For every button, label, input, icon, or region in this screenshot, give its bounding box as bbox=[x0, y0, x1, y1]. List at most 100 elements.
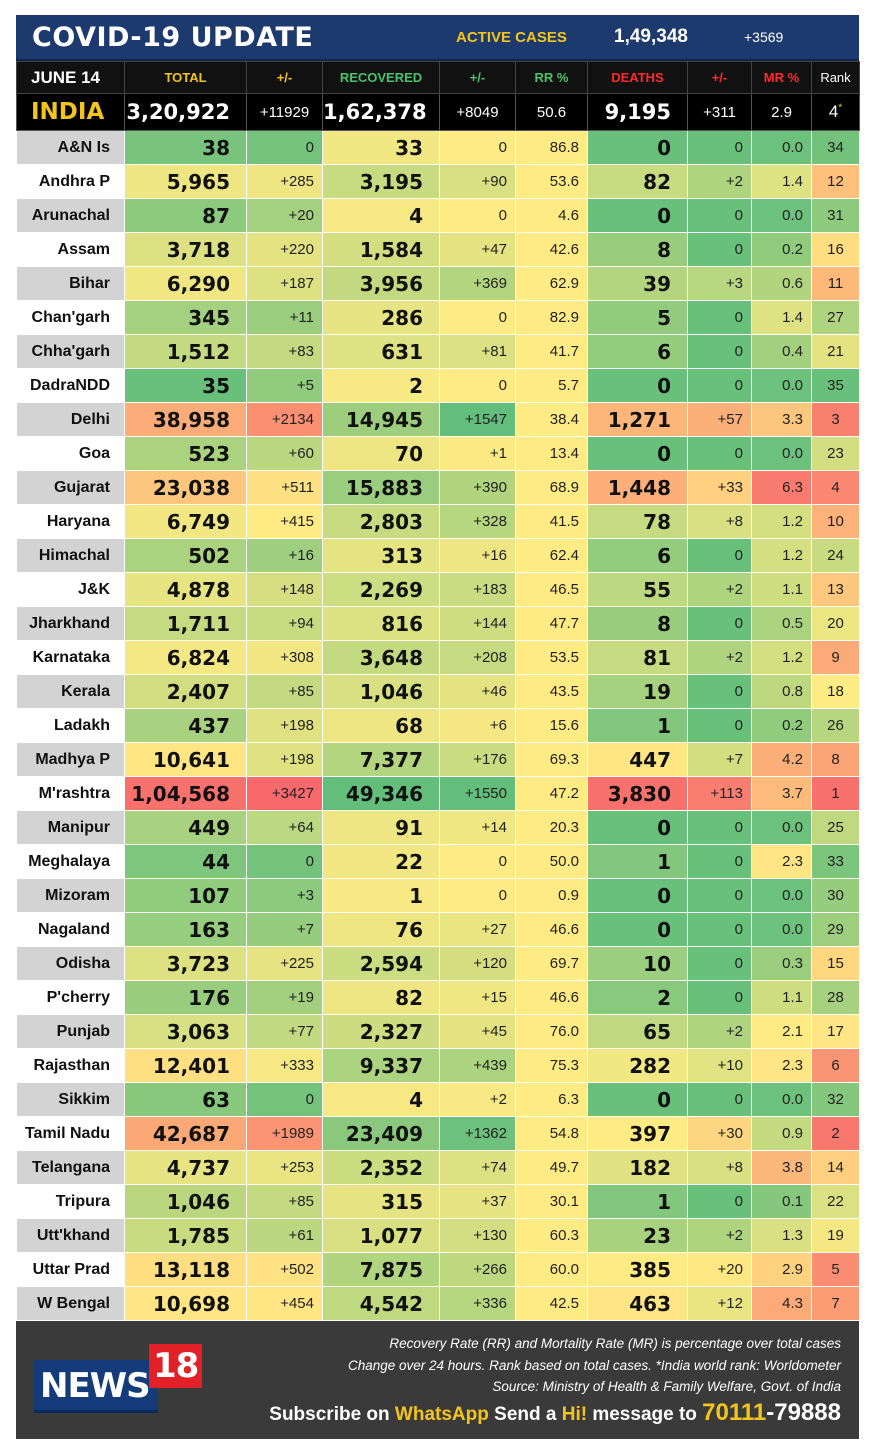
deaths: 10 bbox=[587, 946, 688, 981]
india-total: 3,20,922 bbox=[124, 93, 247, 131]
page-title: COVID-19 UPDATE bbox=[32, 21, 314, 53]
recovery-rate: 75.3 bbox=[515, 1048, 588, 1083]
deaths: 0 bbox=[587, 436, 688, 471]
total-change: +511 bbox=[246, 470, 323, 505]
mortality-rate: 1.2 bbox=[751, 538, 812, 573]
state-name: Punjab bbox=[16, 1014, 125, 1049]
recovery-rate: 41.7 bbox=[515, 334, 588, 369]
recovered-change: +90 bbox=[439, 164, 516, 199]
deaths: 1 bbox=[587, 844, 688, 879]
total-change: +187 bbox=[246, 266, 323, 301]
recovery-rate: 46.6 bbox=[515, 912, 588, 947]
deaths-change: +8 bbox=[687, 504, 752, 539]
recovered-change: +144 bbox=[439, 606, 516, 641]
deaths: 55 bbox=[587, 572, 688, 607]
recovered: 4,542 bbox=[322, 1286, 440, 1321]
recovered-change: +45 bbox=[439, 1014, 516, 1049]
deaths: 397 bbox=[587, 1116, 688, 1151]
total-cases: 1,512 bbox=[124, 334, 247, 369]
deaths-header: DEATHS bbox=[587, 61, 688, 94]
mortality-rate: 1.4 bbox=[751, 300, 812, 335]
total-cases: 345 bbox=[124, 300, 247, 335]
total-change: 0 bbox=[246, 130, 323, 165]
total-cases: 3,063 bbox=[124, 1014, 247, 1049]
total-cases: 13,118 bbox=[124, 1252, 247, 1287]
total-change: +225 bbox=[246, 946, 323, 981]
mortality-rate: 0.0 bbox=[751, 436, 812, 471]
india-rr: 50.6 bbox=[515, 93, 588, 131]
recovered-change: +439 bbox=[439, 1048, 516, 1083]
rank: 8 bbox=[811, 742, 860, 777]
recovery-rate: 69.3 bbox=[515, 742, 588, 777]
total-cases: 6,290 bbox=[124, 266, 247, 301]
total-cases: 2,407 bbox=[124, 674, 247, 709]
rank: 33 bbox=[811, 844, 860, 879]
recovered-change: +1550 bbox=[439, 776, 516, 811]
covid-update-card: COVID-19 UPDATE ACTIVE CASES 1,49,348 +3… bbox=[16, 15, 860, 1439]
state-name: Odisha bbox=[16, 946, 125, 981]
deaths-change: +33 bbox=[687, 470, 752, 505]
deaths: 385 bbox=[587, 1252, 688, 1287]
mortality-rate: 3.3 bbox=[751, 402, 812, 437]
rank: 12 bbox=[811, 164, 860, 199]
mortality-rate: 0.8 bbox=[751, 674, 812, 709]
total-change: +60 bbox=[246, 436, 323, 471]
total-cases: 437 bbox=[124, 708, 247, 743]
recovered: 82 bbox=[322, 980, 440, 1015]
footer: Recovery Rate (RR) and Mortality Rate (M… bbox=[16, 1321, 859, 1439]
total-cases: 44 bbox=[124, 844, 247, 879]
state-name: Kerala bbox=[16, 674, 125, 709]
deaths-change: 0 bbox=[687, 708, 752, 743]
recovery-rate: 60.3 bbox=[515, 1218, 588, 1253]
deaths: 0 bbox=[587, 810, 688, 845]
recovered-change-header: +/- bbox=[439, 61, 516, 94]
recovered: 1 bbox=[322, 878, 440, 913]
mortality-rate: 1.2 bbox=[751, 640, 812, 675]
mortality-rate: 0.0 bbox=[751, 368, 812, 403]
subscribe-hi: Hi! bbox=[561, 1404, 588, 1425]
recovery-rate: 62.4 bbox=[515, 538, 588, 573]
recovered: 15,883 bbox=[322, 470, 440, 505]
table-row: Meghalaya 44 0 22 0 50.0 1 0 2.3 33 bbox=[16, 844, 860, 879]
recovered: 7,875 bbox=[322, 1252, 440, 1287]
mortality-rate: 1.1 bbox=[751, 572, 812, 607]
table-row: Odisha 3,723 +225 2,594 +120 69.7 10 0 0.3 15 bbox=[16, 946, 860, 981]
india-recovered-change: +8049 bbox=[439, 93, 516, 131]
recovered-change: 0 bbox=[439, 878, 516, 913]
rank: 14 bbox=[811, 1150, 860, 1185]
recovered-change: +46 bbox=[439, 674, 516, 709]
total-change: +77 bbox=[246, 1014, 323, 1049]
deaths-change: +2 bbox=[687, 164, 752, 199]
recovered: 3,956 bbox=[322, 266, 440, 301]
india-rank: 4* bbox=[811, 93, 860, 131]
recovered-change: +390 bbox=[439, 470, 516, 505]
recovery-rate: 5.7 bbox=[515, 368, 588, 403]
total-change: +7 bbox=[246, 912, 323, 947]
deaths-change: 0 bbox=[687, 368, 752, 403]
total-cases: 42,687 bbox=[124, 1116, 247, 1151]
state-name: M'rashtra bbox=[16, 776, 125, 811]
total-change: +198 bbox=[246, 742, 323, 777]
recovery-rate: 46.5 bbox=[515, 572, 588, 607]
total-change: +85 bbox=[246, 1184, 323, 1219]
recovered: 76 bbox=[322, 912, 440, 947]
mortality-rate: 3.7 bbox=[751, 776, 812, 811]
state-name: Himachal bbox=[16, 538, 125, 573]
recovered-change: +328 bbox=[439, 504, 516, 539]
rank: 27 bbox=[811, 300, 860, 335]
total-cases: 12,401 bbox=[124, 1048, 247, 1083]
state-name: Bihar bbox=[16, 266, 125, 301]
recovered: 2 bbox=[322, 368, 440, 403]
deaths-change: 0 bbox=[687, 232, 752, 267]
table-row: W Bengal 10,698 +454 4,542 +336 42.5 463 +12 4.3… bbox=[16, 1286, 860, 1321]
deaths-change: 0 bbox=[687, 606, 752, 641]
deaths-change: 0 bbox=[687, 1184, 752, 1219]
recovery-rate: 42.6 bbox=[515, 232, 588, 267]
india-mr: 2.9 bbox=[751, 93, 812, 131]
deaths: 463 bbox=[587, 1286, 688, 1321]
total-change: +94 bbox=[246, 606, 323, 641]
recovered: 49,346 bbox=[322, 776, 440, 811]
deaths-change: 0 bbox=[687, 334, 752, 369]
total-cases: 176 bbox=[124, 980, 247, 1015]
rank: 34 bbox=[811, 130, 860, 165]
